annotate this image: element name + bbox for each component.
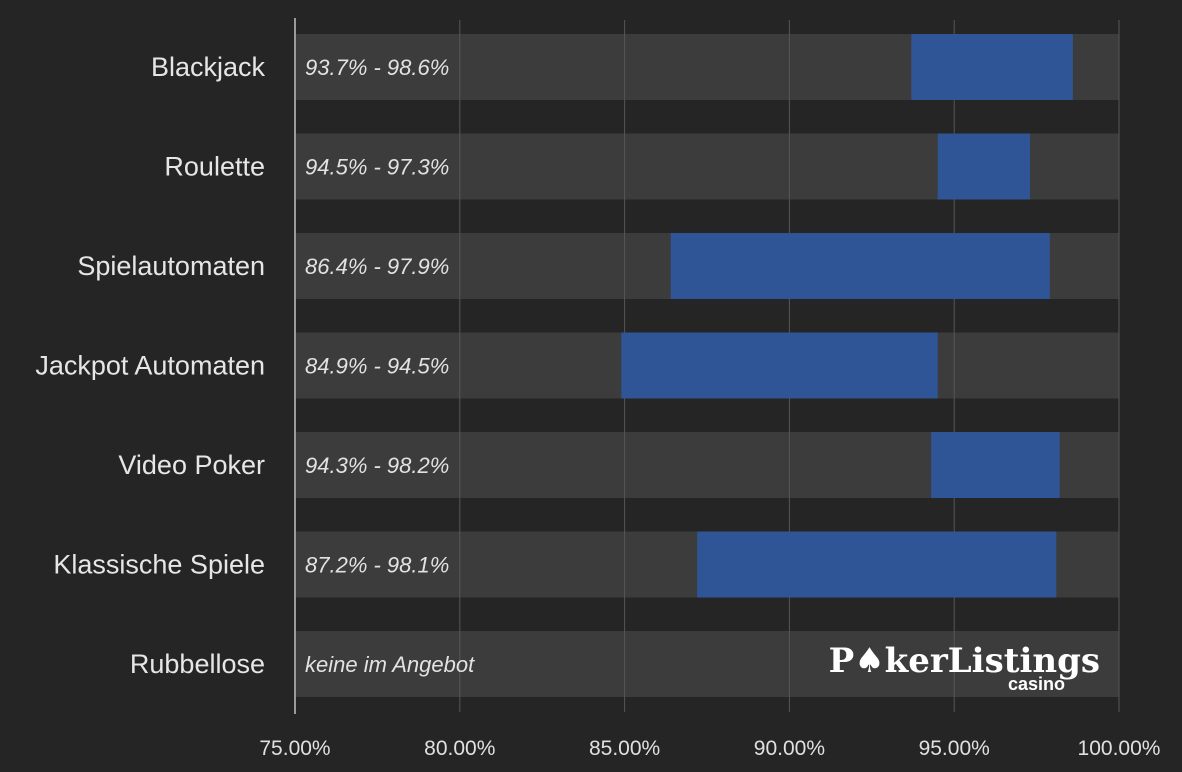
range-bar: [621, 332, 938, 399]
x-tick-label: 80.00%: [424, 737, 495, 760]
x-tick-label: 85.00%: [589, 737, 660, 760]
category-label: Video Poker: [118, 450, 265, 480]
range-bar: [911, 34, 1073, 100]
x-tick-label: 90.00%: [754, 737, 825, 760]
row-band: [295, 631, 1119, 697]
range-label: 94.5% - 97.3%: [305, 155, 449, 180]
x-tick-label: 100.00%: [1078, 737, 1161, 760]
range-bar: [697, 531, 1057, 598]
category-label: Jackpot Automaten: [35, 351, 265, 381]
logo-main-text: P♠kerListings: [829, 641, 1100, 681]
category-label: Spielautomaten: [77, 251, 265, 281]
range-label: 86.4% - 97.9%: [305, 254, 449, 279]
range-labels: 93.7% - 98.6% 94.5% - 97.3% 86.4% - 97.9% 8…: [305, 55, 475, 677]
category-labels: Blackjack Roulette Spielautomaten Jackpot A…: [35, 52, 265, 679]
range-label: keine im Angebot: [305, 652, 475, 677]
category-label: Rubbellose: [130, 649, 265, 679]
range-label: 87.2% - 98.1%: [305, 553, 449, 578]
x-tick-label: 75.00%: [259, 737, 330, 760]
range-label: 94.3% - 98.2%: [305, 453, 449, 478]
category-label: Klassische Spiele: [53, 550, 265, 580]
range-bars: [621, 34, 1073, 598]
range-bar: [931, 432, 1060, 498]
category-label: Blackjack: [151, 52, 266, 82]
logo-sub-text: casino: [1008, 674, 1065, 694]
range-label: 84.9% - 94.5%: [305, 354, 449, 379]
x-tick-labels: 75.00% 80.00% 85.00% 90.00% 95.00% 100.00%: [259, 737, 1160, 760]
range-label: 93.7% - 98.6%: [305, 55, 449, 80]
range-bar: [937, 133, 1031, 200]
range-bar: [670, 233, 1050, 299]
x-tick-label: 95.00%: [919, 737, 990, 760]
category-label: Roulette: [164, 152, 265, 182]
pokerlistings-logo: P♠kerListings casino: [829, 641, 1100, 694]
